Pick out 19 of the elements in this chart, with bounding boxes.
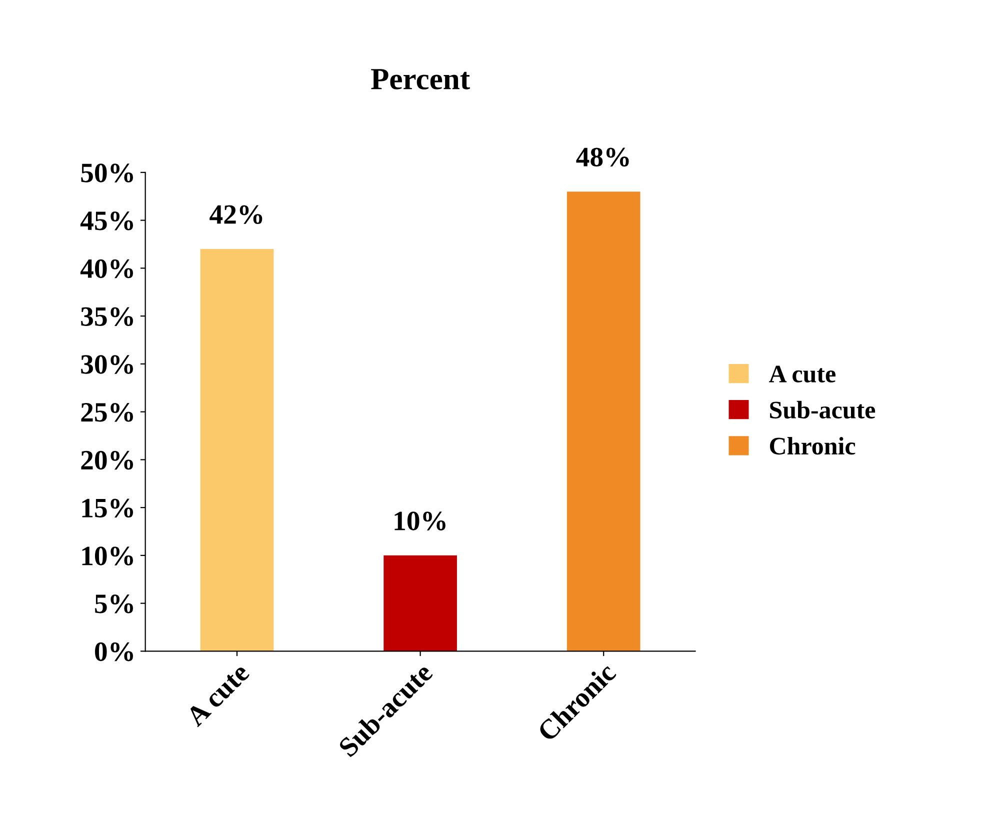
legend-label: Chronic xyxy=(770,436,856,455)
legend-label: Sub-acute xyxy=(770,400,876,419)
data-label: 10% xyxy=(394,512,446,530)
data-label: 42% xyxy=(210,205,262,224)
y-tick-label: 30% xyxy=(81,355,134,374)
y-tick-label: 35% xyxy=(81,307,134,326)
x-tick-label: A cute xyxy=(184,662,250,728)
y-tick-label: 25% xyxy=(81,402,134,422)
y-tick-label: 0% xyxy=(95,642,134,662)
data-label: 48% xyxy=(576,148,629,167)
y-tick-label: 15% xyxy=(82,498,134,518)
y-tick-label: 50% xyxy=(81,164,134,182)
y-tick-label: 5% xyxy=(95,594,134,614)
y-tick-label: 20% xyxy=(81,450,134,470)
y-tick-label: 45% xyxy=(80,211,134,230)
chart-title: Percent xyxy=(371,69,470,90)
y-tick-label: 10% xyxy=(82,546,134,566)
y-tick-label: 40% xyxy=(80,259,134,278)
legend-label: A cute xyxy=(769,366,836,382)
